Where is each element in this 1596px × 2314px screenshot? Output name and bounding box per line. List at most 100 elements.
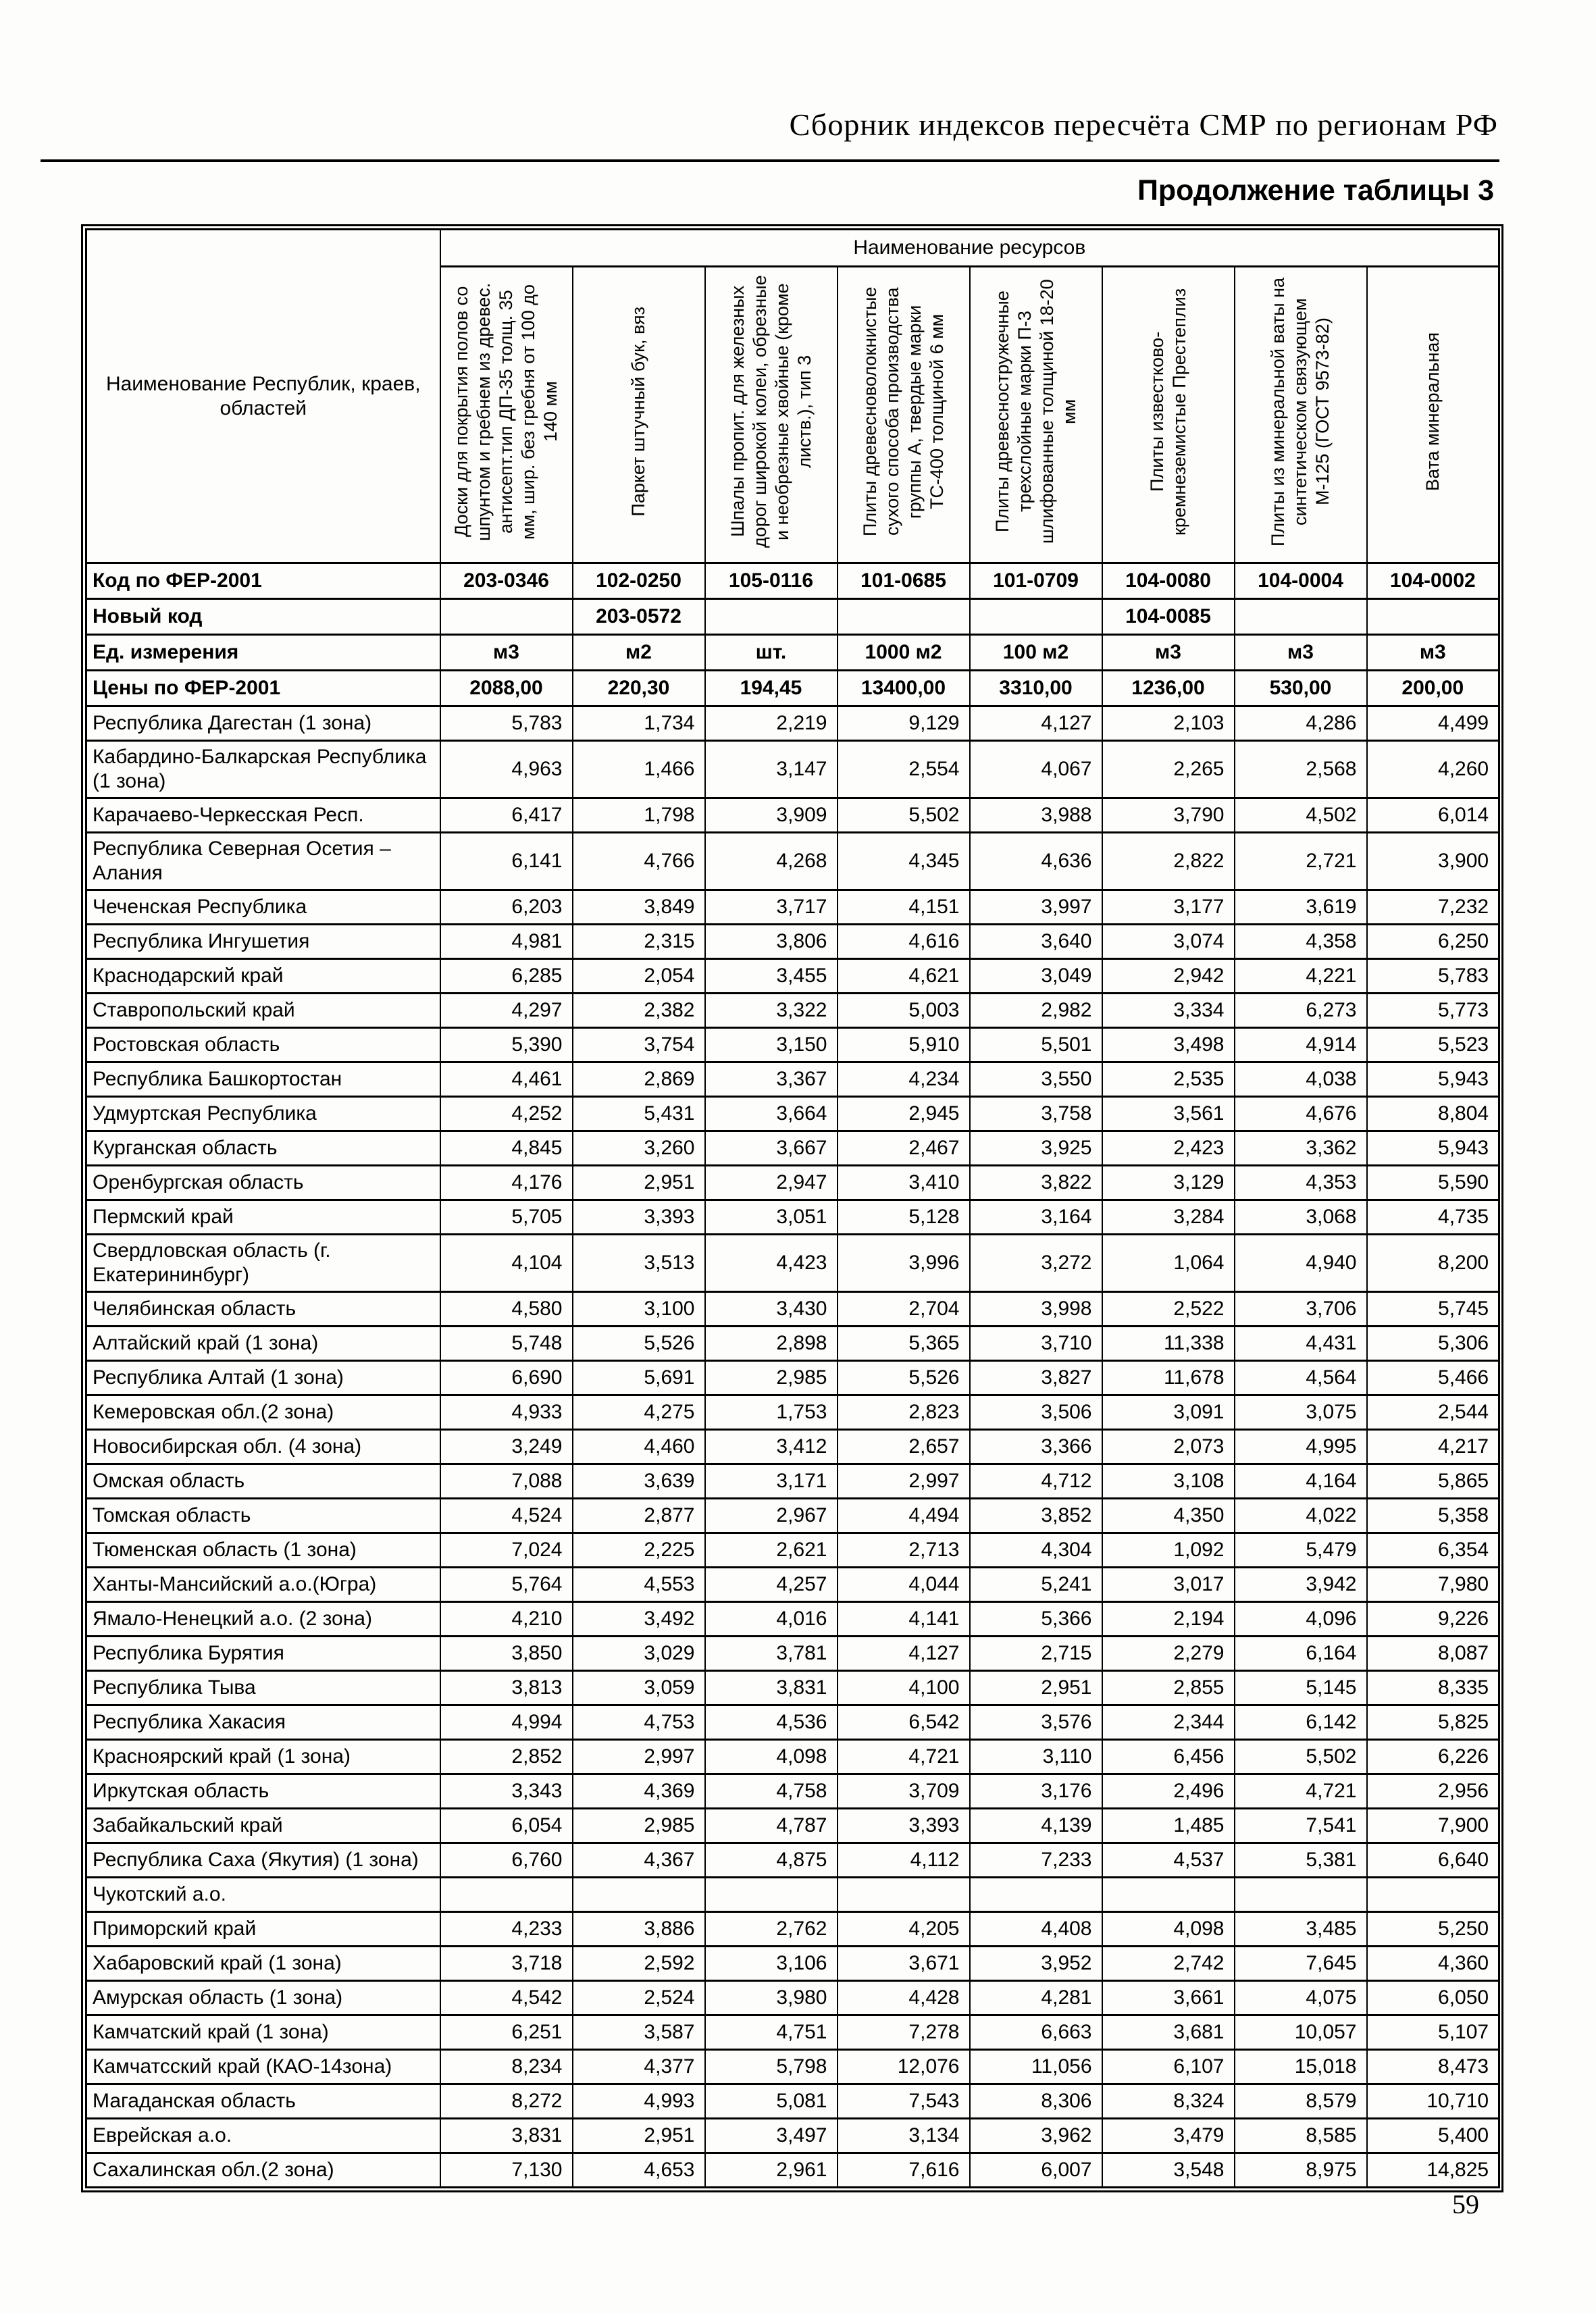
index-value-cell: 3,059: [571, 1670, 706, 1706]
meta-value-cell: [439, 598, 573, 636]
index-value-cell: 11,678: [1101, 1360, 1235, 1396]
index-value-cell: 7,130: [439, 2152, 573, 2188]
index-value-cell: [836, 1876, 971, 1913]
index-value-cell: 6,014: [1366, 797, 1500, 833]
region-name: Республика Дагестан (1 зона): [85, 705, 441, 742]
index-value-cell: 6,007: [969, 2152, 1103, 2188]
region-name: Республика Бурятия: [85, 1635, 441, 1672]
region-name: Челябинская область: [85, 1291, 441, 1327]
index-value-cell: 3,850: [439, 1635, 573, 1672]
index-value-cell: 11,056: [969, 2049, 1103, 2085]
index-value-cell: 2,997: [571, 1739, 706, 1775]
index-value-cell: [704, 1876, 838, 1913]
index-value-cell: 5,783: [439, 705, 573, 742]
table-row: Кабардино-Балкарская Республика (1 зона)…: [85, 740, 1500, 799]
meta-row-label: Цены по ФЕР-2001: [85, 669, 441, 707]
index-value-cell: 7,543: [836, 2083, 971, 2119]
index-value-cell: 2,721: [1233, 831, 1368, 891]
meta-value-cell: 220,30: [571, 669, 706, 707]
index-value-cell: 4,787: [704, 1807, 838, 1844]
index-value-cell: 2,961: [704, 2152, 838, 2188]
index-value-cell: 4,995: [1233, 1429, 1368, 1465]
index-value-cell: 2,967: [704, 1497, 838, 1534]
index-value-cell: 5,358: [1366, 1497, 1500, 1534]
region-name: Алтайский край (1 зона): [85, 1325, 441, 1362]
index-value-cell: 3,827: [969, 1360, 1103, 1396]
index-value-cell: [1233, 1876, 1368, 1913]
index-value-cell: 3,706: [1233, 1291, 1368, 1327]
index-value-cell: 5,381: [1233, 1842, 1368, 1878]
index-value-cell: 3,334: [1101, 992, 1235, 1029]
index-value-cell: 8,579: [1233, 2083, 1368, 2119]
index-value-cell: 3,550: [969, 1061, 1103, 1098]
region-name: Ставропольский край: [85, 992, 441, 1029]
index-value-cell: 3,150: [704, 1027, 838, 1063]
index-value-cell: 4,104: [439, 1233, 573, 1293]
resource-column-header: Плиты известково-кремнеземистые Престепл…: [1146, 288, 1189, 536]
index-value-cell: 2,279: [1101, 1635, 1235, 1672]
region-name: Томская область: [85, 1497, 441, 1534]
table-row: Магаданская область 8,272 4,993 5,081 7,543 8…: [85, 2083, 1500, 2119]
index-value-cell: 3,619: [1233, 889, 1368, 925]
region-name: Ростовская область: [85, 1027, 441, 1063]
index-value-cell: 4,127: [836, 1635, 971, 1672]
table-row: Оренбургская область 4,176 2,951 2,947 3,410…: [85, 1164, 1500, 1201]
resource-column-header: Паркет штучный бук, вяз: [628, 307, 648, 517]
index-value-cell: 4,653: [571, 2152, 706, 2188]
index-value-cell: 4,940: [1233, 1233, 1368, 1293]
index-value-cell: 3,548: [1101, 2152, 1235, 2188]
region-name: Республика Хакасия: [85, 1704, 441, 1741]
region-name: Тюменская область (1 зона): [85, 1532, 441, 1568]
index-value-cell: 2,568: [1233, 740, 1368, 799]
meta-value-cell: м2: [571, 634, 706, 671]
index-value-cell: 1,798: [571, 797, 706, 833]
index-value-cell: 4,636: [969, 831, 1103, 891]
table-row: Ямало-Ненецкий а.о. (2 зона) 4,210 3,492 4,…: [85, 1601, 1500, 1637]
index-value-cell: 4,275: [571, 1394, 706, 1431]
index-value-cell: 4,067: [969, 740, 1103, 799]
index-value-cell: 3,366: [969, 1429, 1103, 1465]
table-row: Ставропольский край 4,297 2,382 3,322 5,003 2…: [85, 992, 1500, 1029]
resource-column-header: Шпалы пропит. для железных дорог широкой…: [727, 275, 815, 548]
index-value-cell: 4,875: [704, 1842, 838, 1878]
index-value-cell: 5,306: [1366, 1325, 1500, 1362]
index-value-cell: 4,914: [1233, 1027, 1368, 1063]
index-value-cell: 6,203: [439, 889, 573, 925]
meta-value-cell: [1366, 598, 1500, 636]
table-row: Приморский край 4,233 3,886 2,762 4,205 4,408…: [85, 1911, 1500, 1947]
table-row: Хабаровский край (1 зона) 3,718 2,592 3,106…: [85, 1945, 1500, 1982]
index-value-cell: 3,671: [836, 1945, 971, 1982]
index-value-cell: 2,103: [1101, 705, 1235, 742]
index-value-cell: 2,822: [1101, 831, 1235, 891]
index-value-cell: 3,284: [1101, 1199, 1235, 1235]
meta-value-cell: 3310,00: [969, 669, 1103, 707]
meta-value-cell: 104-0004: [1233, 562, 1368, 600]
index-value-cell: 4,499: [1366, 705, 1500, 742]
index-value-cell: 6,142: [1233, 1704, 1368, 1741]
index-value-cell: 4,297: [439, 992, 573, 1029]
index-value-cell: 3,343: [439, 1773, 573, 1809]
index-value-cell: 5,523: [1366, 1027, 1500, 1063]
table-row: Республика Башкортостан 4,461 2,869 3,367 4,…: [85, 1061, 1500, 1098]
meta-value-cell: [969, 598, 1103, 636]
region-name: Забайкальский край: [85, 1807, 441, 1844]
meta-value-cell: 200,00: [1366, 669, 1500, 707]
index-value-cell: 4,353: [1233, 1164, 1368, 1201]
region-name: Кемеровская обл.(2 зона): [85, 1394, 441, 1431]
resource-header-cell: Плиты известково-кремнеземистые Престепл…: [1101, 265, 1235, 564]
index-value-cell: 2,496: [1101, 1773, 1235, 1809]
meta-row-label: Новый код: [85, 598, 441, 636]
meta-row: Новый код 203-0572 104-0085: [85, 598, 1500, 636]
index-value-cell: 4,993: [571, 2083, 706, 2119]
resource-header-cell: Паркет штучный бук, вяз: [571, 265, 706, 564]
index-value-cell: 4,350: [1101, 1497, 1235, 1534]
index-value-cell: 3,498: [1101, 1027, 1235, 1063]
index-value-cell: 6,354: [1366, 1532, 1500, 1568]
region-name: Амурская область (1 зона): [85, 1980, 441, 2016]
index-value-cell: 2,985: [704, 1360, 838, 1396]
table-row: Чукотский а.о.: [85, 1876, 1500, 1913]
index-value-cell: 3,106: [704, 1945, 838, 1982]
index-value-cell: 1,466: [571, 740, 706, 799]
index-value-cell: 3,806: [704, 923, 838, 960]
index-value-cell: 3,822: [969, 1164, 1103, 1201]
